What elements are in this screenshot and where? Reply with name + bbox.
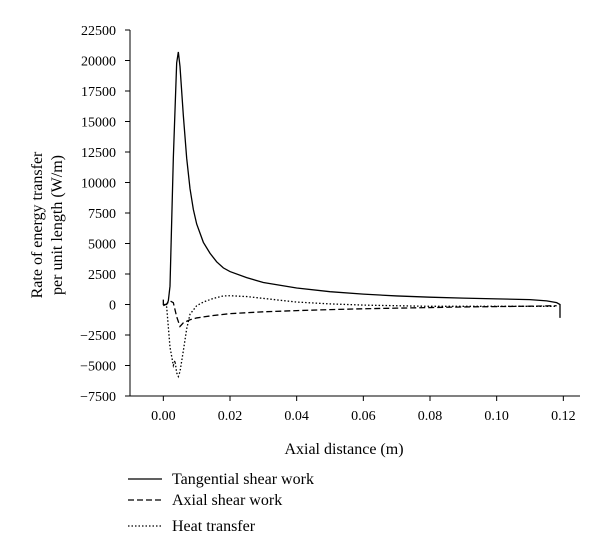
y-tick-label: 22500 <box>81 24 116 39</box>
y-tick-label: 0 <box>109 299 116 314</box>
legend-label-tangential-shear-work: Tangential shear work <box>172 471 314 488</box>
y-axis-label-line-2: per unit length (W/m) <box>49 155 66 295</box>
series-line-tangential-shear-work <box>162 51 561 318</box>
y-tick-label: 12500 <box>81 146 116 161</box>
y-axis-ticks: −7500 −5000 −2500 0 2500 5000 7500 10000 12500 15… <box>80 24 130 405</box>
x-tick-label: 0.10 <box>484 409 509 424</box>
x-tick-label: 0.06 <box>351 409 376 424</box>
series-line-axial-shear-work <box>163 300 557 328</box>
y-tick-label: 5000 <box>88 238 116 253</box>
x-axis-label: Axial distance (m) <box>284 441 403 458</box>
y-axis-label: Rate of energy transfer per unit length … <box>29 151 66 298</box>
y-tick-label: −5000 <box>80 360 116 375</box>
x-tick-label: 0.08 <box>418 409 443 424</box>
y-tick-label: 17500 <box>81 85 116 100</box>
plot-area <box>162 51 561 379</box>
y-tick-label: 10000 <box>81 177 116 192</box>
series-line-heat-transfer <box>162 295 557 379</box>
x-tick-label: 0.00 <box>151 409 176 424</box>
x-tick-label: 0.12 <box>551 409 576 424</box>
x-tick-label: 0.04 <box>284 409 309 424</box>
x-axis-ticks: 0.00 0.02 0.04 0.06 0.08 0.10 0.12 <box>151 396 576 424</box>
legend-label-heat-transfer: Heat transfer <box>172 518 256 535</box>
y-tick-label: 2500 <box>88 268 116 283</box>
axis-frame <box>129 30 580 397</box>
y-tick-label: 20000 <box>81 55 116 70</box>
y-tick-label: 7500 <box>88 207 116 222</box>
x-tick-label: 0.02 <box>218 409 243 424</box>
y-tick-label: −7500 <box>80 390 116 405</box>
y-tick-label: 15000 <box>81 116 116 131</box>
y-axis-label-line-1: Rate of energy transfer <box>29 151 46 298</box>
axes <box>129 30 580 397</box>
y-tick-label: −2500 <box>80 329 116 344</box>
legend-label-axial-shear-work: Axial shear work <box>172 492 282 509</box>
legend: Tangential shear work Axial shear work H… <box>128 471 314 535</box>
